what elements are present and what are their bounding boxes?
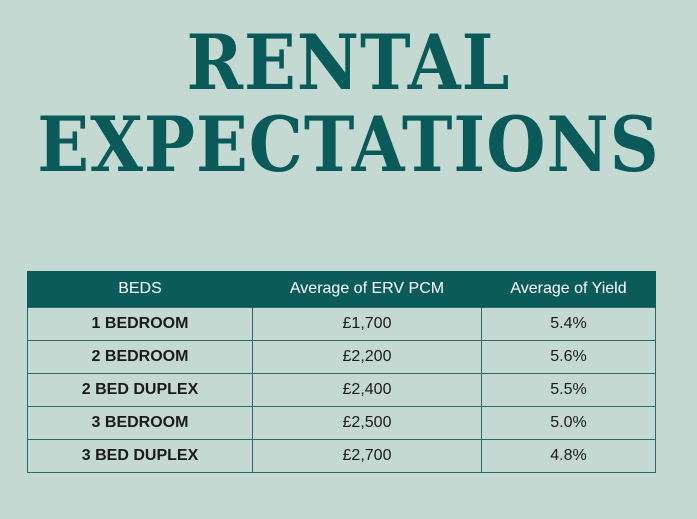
beds-cell: 2 BEDROOM [27,340,253,374]
beds-cell: 1 BEDROOM [27,307,253,341]
rental-table-container: BEDS Average of ERV PCM Average of Yield… [27,271,656,473]
table-header: BEDS Average of ERV PCM Average of Yield [27,271,656,308]
column-header-erv: Average of ERV PCM [252,271,482,308]
beds-cell: 2 BED DUPLEX [27,373,253,407]
erv-cell: £2,400 [252,373,482,407]
yield-cell: 5.5% [481,373,656,407]
erv-cell: £1,700 [252,307,482,341]
table-header-row: BEDS Average of ERV PCM Average of Yield [27,271,656,308]
rental-table: BEDS Average of ERV PCM Average of Yield… [27,271,656,473]
erv-cell: £2,200 [252,340,482,374]
yield-cell: 5.6% [481,340,656,374]
table-row: 3 BED DUPLEX £2,700 4.8% [27,439,656,473]
yield-cell: 5.4% [481,307,656,341]
column-header-yield: Average of Yield [481,271,656,308]
erv-cell: £2,700 [252,439,482,473]
table-row: 2 BED DUPLEX £2,400 5.5% [27,373,656,407]
page-title: RENTAL EXPECTATIONS [0,18,697,190]
erv-cell: £2,500 [252,406,482,440]
yield-cell: 4.8% [481,439,656,473]
title-line-1: RENTAL [186,18,511,108]
yield-cell: 5.0% [481,406,656,440]
beds-cell: 3 BED DUPLEX [27,439,253,473]
beds-cell: 3 BEDROOM [27,406,253,440]
table-row: 2 BEDROOM £2,200 5.6% [27,340,656,374]
column-header-beds: BEDS [27,271,253,308]
title-line-2: EXPECTATIONS [37,100,660,190]
table-row: 1 BEDROOM £1,700 5.4% [27,307,656,341]
table-body: 1 BEDROOM £1,700 5.4% 2 BEDROOM £2,200 5… [27,307,656,473]
table-row: 3 BEDROOM £2,500 5.0% [27,406,656,440]
